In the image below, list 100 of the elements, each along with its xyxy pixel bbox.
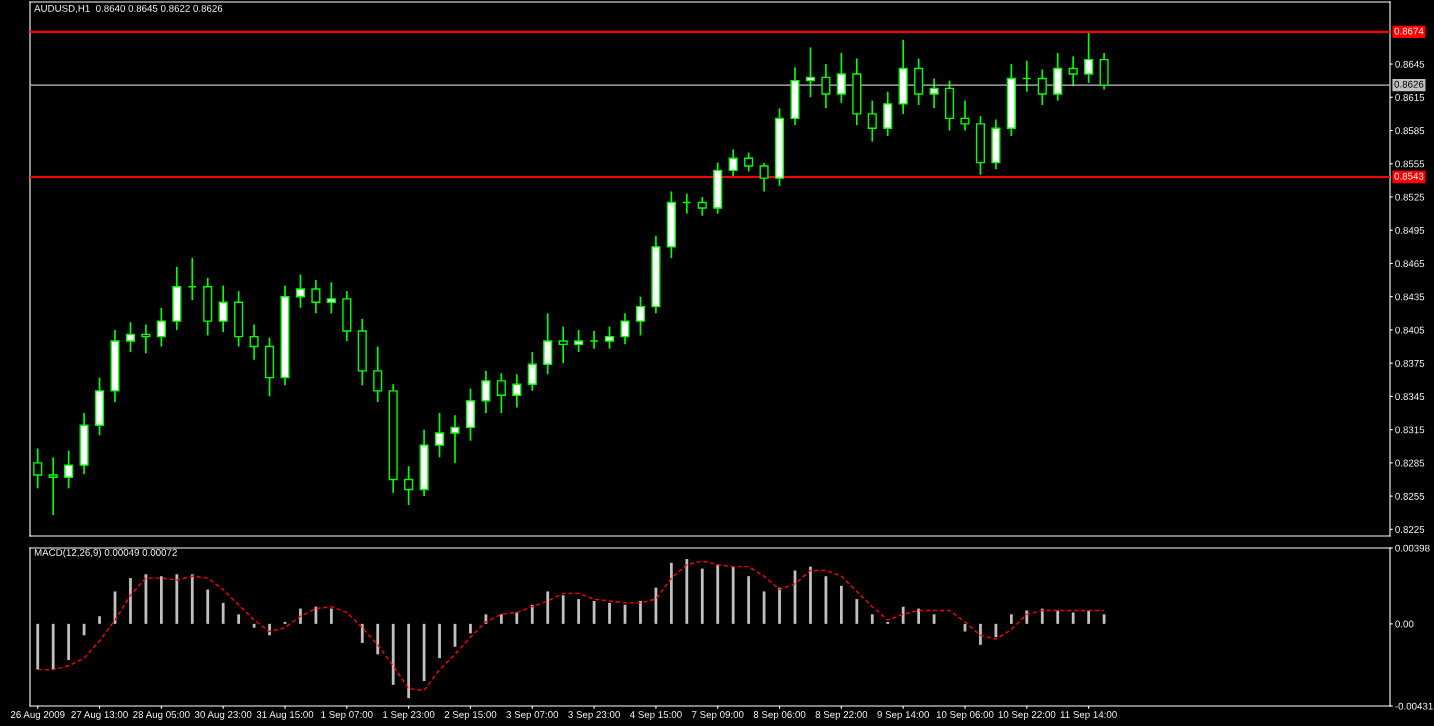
candlestick — [125, 321, 136, 353]
x-tick-label: 31 Aug 15:00 — [256, 711, 314, 720]
bar — [469, 623, 472, 634]
candlestick — [635, 295, 646, 337]
bar — [237, 614, 241, 624]
candlestick — [527, 351, 537, 392]
candlestick — [821, 63, 831, 110]
x-tick-label: 1 Sep 23:00 — [383, 711, 435, 720]
y-tick-label: 0.00 — [1395, 620, 1414, 628]
candlestick — [1084, 31, 1094, 84]
bar — [901, 606, 905, 624]
candlestick — [744, 151, 754, 173]
candlestick — [543, 312, 553, 376]
bar — [1025, 610, 1029, 624]
bar — [299, 608, 302, 624]
bar — [669, 562, 673, 624]
x-tick-label: 4 Sep 15:00 — [629, 711, 682, 720]
bar — [221, 602, 225, 624]
bar — [685, 559, 689, 624]
bar — [36, 623, 40, 670]
x-tick-label: 10 Sep 06:00 — [936, 711, 994, 720]
candlestick — [960, 99, 970, 132]
bar — [839, 585, 843, 624]
x-tick-label: 27 Aug 13:00 — [71, 711, 128, 720]
candlestick — [496, 372, 506, 414]
bar — [561, 595, 565, 624]
candlestick — [156, 306, 166, 348]
candlestick — [450, 414, 460, 464]
x-tick-label: 11 Sep 14:00 — [1060, 711, 1117, 720]
bar — [700, 568, 704, 624]
candlestick — [295, 273, 306, 309]
chart-title: MACD(12,26,9) 0.00049 0.00072 — [34, 548, 177, 558]
y-tick-label: 0.8585 — [1395, 127, 1425, 135]
bar — [530, 604, 534, 624]
candlestick — [1037, 68, 1047, 106]
y-tick-label: 0.8255 — [1395, 492, 1425, 500]
bar — [870, 614, 874, 624]
x-tick-label: 26 Aug 2009 — [10, 711, 65, 720]
candlestick — [604, 325, 615, 350]
candlestick — [512, 373, 522, 409]
y-tick-label: 0.8315 — [1395, 426, 1425, 434]
bar — [1071, 612, 1075, 624]
bar — [391, 623, 395, 685]
bar — [1056, 610, 1060, 624]
bar — [98, 616, 101, 624]
y-tick-label: 0.8615 — [1395, 94, 1425, 101]
y-tick-label: 0.8525 — [1395, 193, 1425, 201]
x-tick-label: 30 Aug 23:00 — [194, 711, 252, 720]
y-tick-label: 0.8225 — [1395, 526, 1425, 533]
candlestick — [311, 279, 321, 315]
bar — [1009, 614, 1013, 624]
bar — [175, 574, 179, 624]
bar — [129, 578, 132, 624]
bar — [1087, 610, 1091, 624]
candlestick — [867, 99, 877, 143]
x-tick-label: 3 Sep 07:00 — [506, 711, 559, 720]
bar — [577, 599, 581, 624]
y-tick-label: 0.00398 — [1395, 544, 1430, 552]
candlestick — [697, 196, 707, 217]
bar — [360, 623, 364, 643]
bar — [731, 566, 735, 624]
y-tick-label: 0.8345 — [1395, 393, 1425, 401]
candlestick — [218, 284, 228, 333]
candlestick — [373, 345, 383, 403]
bar — [809, 566, 812, 624]
bar — [747, 576, 751, 624]
bar — [51, 623, 55, 670]
x-tick-label: 1 Sep 07:00 — [321, 711, 373, 720]
bar — [639, 600, 642, 624]
bar — [778, 587, 781, 624]
bar — [917, 608, 921, 624]
candlestick — [836, 52, 846, 104]
candlestick — [33, 447, 43, 490]
bar — [159, 576, 163, 624]
bar — [515, 612, 519, 624]
bar — [67, 623, 71, 661]
candlestick — [728, 148, 738, 178]
ref-line-label: 0.8543 — [1394, 172, 1424, 180]
candlestick — [759, 161, 769, 193]
candlestick — [434, 412, 445, 459]
line-series — [37, 560, 1105, 692]
x-tick-label: 10 Sep 22:00 — [998, 711, 1056, 720]
y-tick-label: 0.8495 — [1395, 226, 1425, 234]
x-tick-label: 2 Sep 15:00 — [444, 711, 497, 720]
x-tick-label: 8 Sep 22:00 — [815, 711, 868, 720]
y-tick-label: 0.8405 — [1395, 326, 1425, 334]
bar — [329, 608, 333, 624]
chart-title: AUDUSD,H1 0.8640 0.8645 0.8622 0.8626 — [34, 4, 223, 13]
x-tick-label: 28 Aug 05:00 — [133, 711, 190, 720]
y-tick-label: 0.8555 — [1395, 160, 1425, 168]
candlestick — [558, 325, 568, 365]
y-tick-label: 0.8645 — [1395, 60, 1425, 68]
candlestick — [929, 77, 939, 110]
ref-line-label: 0.8626 — [1394, 80, 1424, 88]
bar — [499, 614, 503, 624]
candlestick — [249, 323, 259, 361]
bar — [206, 589, 210, 624]
candlestick — [574, 329, 584, 353]
bar — [407, 623, 411, 699]
bar — [855, 599, 859, 624]
